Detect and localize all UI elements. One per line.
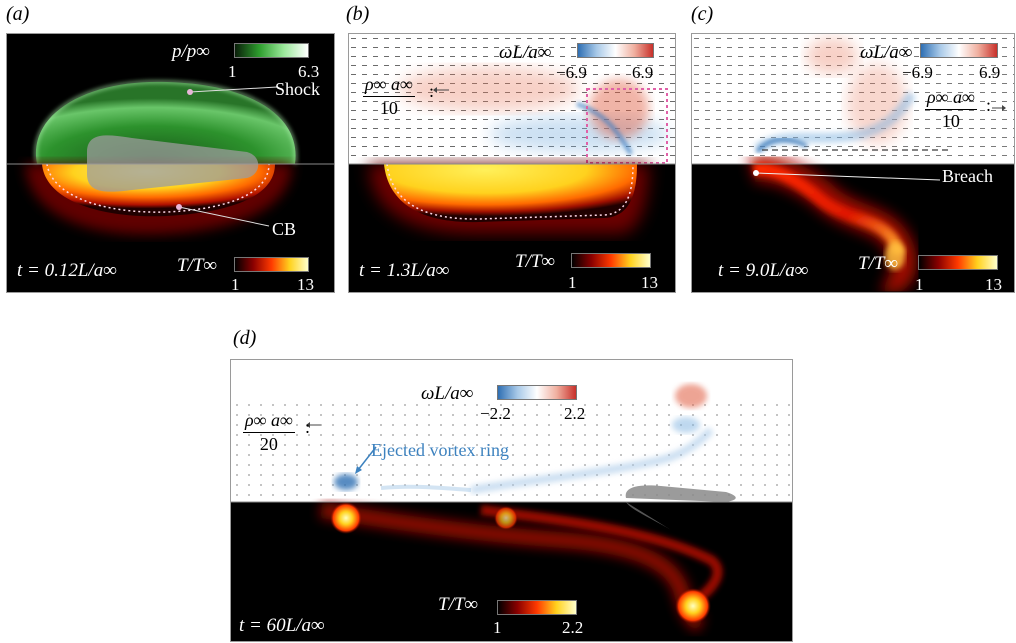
vorticity-max: 6.9: [979, 63, 1001, 82]
vorticity-max: 6.9: [632, 63, 654, 82]
temperature-min: 1: [568, 273, 577, 292]
panel-a-label: (a): [6, 3, 30, 25]
temperature-max: 13: [297, 275, 314, 293]
vorticity-max: 2.2: [564, 404, 586, 423]
temperature-region: [384, 164, 637, 223]
pressure-min: 1: [228, 62, 237, 81]
temperature-colorbar: [571, 253, 651, 268]
reference-colon: :: [305, 417, 311, 437]
panel-b-label: (b): [346, 3, 370, 25]
velocity-reference: ρ∞ a∞ 10: [363, 74, 415, 119]
vorticity-min: −2.2: [480, 404, 511, 423]
shock-annotation: Shock: [275, 79, 320, 99]
vorticity-colorbar: [577, 43, 654, 58]
time-label: t = 1.3L/a∞: [359, 260, 450, 281]
panel-b-field: [349, 34, 675, 292]
cb-annotation: CB: [272, 219, 297, 239]
reference-denominator: 10: [379, 98, 398, 118]
panel-a: p/p∞ 1 6.3 Shock CB t = 0.12L/a∞ T/T∞ 1 …: [6, 33, 335, 293]
vorticity-colorbar: [920, 43, 998, 58]
temperature-min: 1: [231, 275, 240, 293]
reference-denominator: 10: [941, 111, 960, 131]
time-label: t = 9.0L/a∞: [718, 260, 809, 281]
pressure-max: 6.3: [298, 62, 320, 81]
temperature-max: 13: [641, 273, 658, 292]
temperature-label: T/T∞: [438, 594, 478, 615]
temperature-min: 1: [493, 618, 502, 637]
temperature-colorbar: [234, 257, 309, 272]
panel-d-label: (d): [233, 327, 257, 349]
temperature-min: 1: [915, 275, 924, 293]
temperature-label: T/T∞: [515, 251, 555, 272]
velocity-reference: ρ∞ a∞ 10: [925, 87, 977, 132]
vorticity-label: ωL/a∞: [860, 42, 913, 63]
ring-annotation: Ejected vortex ring: [371, 440, 509, 460]
temperature-label: T/T∞: [177, 255, 217, 276]
temperature-max: 2.2: [562, 618, 584, 637]
panel-d: ωL/a∞ −2.2 2.2 ρ∞ a∞ 20 : Ejected vortex…: [230, 359, 793, 642]
vorticity-min: −6.9: [556, 63, 587, 82]
panel-c-label: (c): [691, 3, 714, 25]
reference-numerator: ρ∞ a∞: [363, 74, 415, 97]
breach-annotation: Breach: [942, 166, 993, 186]
temperature-label: T/T∞: [858, 253, 898, 274]
velocity-reference: ρ∞ a∞ 20: [243, 410, 295, 455]
time-label: t = 0.12L/a∞: [17, 260, 117, 281]
vorticity-label: ωL/a∞: [499, 42, 552, 63]
reference-numerator: ρ∞ a∞: [243, 410, 295, 433]
reference-colon: :: [986, 95, 992, 115]
panel-c: ωL/a∞ −6.9 6.9 ρ∞ a∞ 10 : Breach t = 9.0…: [691, 33, 1015, 293]
panel-b: ωL/a∞ −6.9 6.9 ρ∞ a∞ 10 : t = 1.3L/a∞ T/…: [348, 33, 676, 293]
pressure-colorbar: [234, 43, 309, 58]
body-shape: [625, 485, 736, 502]
reference-denominator: 20: [259, 434, 278, 454]
body-shape: [87, 135, 259, 192]
panel-a-field: [7, 34, 334, 292]
vorticity-label: ωL/a∞: [421, 383, 474, 404]
panel-d-field: [231, 360, 792, 641]
reference-numerator: ρ∞ a∞: [925, 87, 977, 110]
temperature-plume: [752, 163, 905, 256]
time-label: t = 60L/a∞: [239, 615, 325, 636]
pressure-label: p/p∞: [172, 41, 210, 62]
panel-c-field: [692, 34, 1014, 292]
temperature-max: 13: [985, 275, 1002, 293]
vorticity-colorbar: [497, 385, 577, 400]
temperature-colorbar: [497, 600, 577, 615]
reference-colon: :: [429, 81, 435, 101]
temperature-colorbar: [918, 255, 998, 270]
vorticity-min: −6.9: [902, 63, 933, 82]
